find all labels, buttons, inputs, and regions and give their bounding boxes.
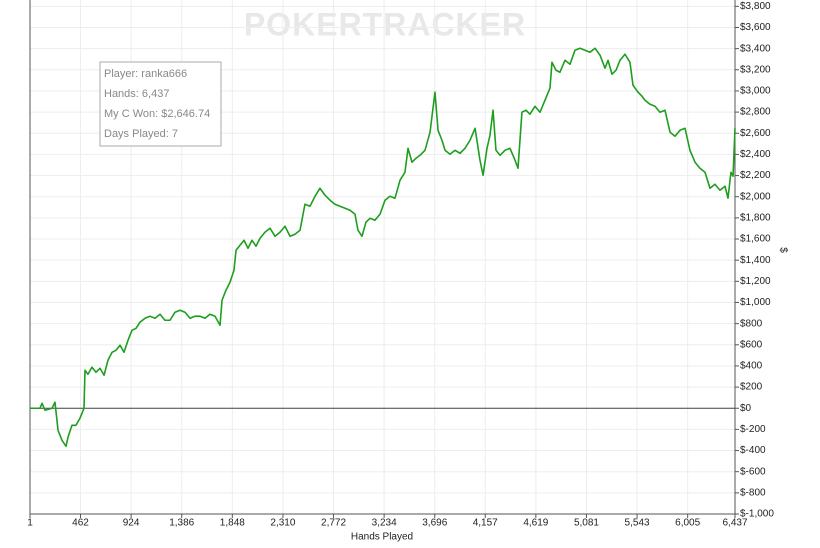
x-tick-label: 4,619 <box>523 518 548 529</box>
y-tick-label: $200 <box>740 382 763 393</box>
y-tick-label: $1,800 <box>740 213 771 224</box>
watermark: POKERTRACKER <box>244 6 526 42</box>
y-tick-label: $-400 <box>740 445 766 456</box>
info-text: Days Played: 7 <box>104 128 178 140</box>
data-line <box>30 47 736 448</box>
y-tick-label: $-200 <box>740 424 766 435</box>
y-tick-label: $800 <box>740 318 763 329</box>
y-axis-label: $ <box>777 247 788 253</box>
y-tick-label: $2,800 <box>740 107 771 118</box>
x-tick-label: 6,437 <box>722 518 747 529</box>
x-tick-label: 2,772 <box>321 518 346 529</box>
x-axis-label: Hands Played <box>351 532 413 543</box>
y-tick-label: $-800 <box>740 487 766 498</box>
y-tick-label: $2,600 <box>740 128 771 139</box>
y-tick-label: $-600 <box>740 466 766 477</box>
x-tick-label: 6,005 <box>675 518 700 529</box>
y-tick-label: $400 <box>740 361 763 372</box>
y-tick-label: $2,200 <box>740 170 771 181</box>
y-tick-label: $0 <box>740 403 752 414</box>
x-tick-label: 924 <box>123 518 140 529</box>
y-tick-label: $3,200 <box>740 64 771 75</box>
info-box <box>99 61 222 147</box>
x-tick-label: 5,543 <box>625 518 650 529</box>
x-tick-label: 1,386 <box>169 518 194 529</box>
x-tick-label: 2,310 <box>270 518 295 529</box>
y-tick-label: $3,400 <box>740 43 771 54</box>
x-tick-label: 1 <box>27 518 33 529</box>
y-tick-label: $1,200 <box>740 276 771 287</box>
x-tick-label: 3,234 <box>372 518 397 529</box>
y-tick-label: $1,000 <box>740 297 771 308</box>
x-tick-label: 5,081 <box>574 518 599 529</box>
y-tick-label: $2,400 <box>740 149 771 160</box>
y-tick-label: $1,400 <box>740 255 771 266</box>
y-tick-label: $-1,000 <box>740 509 774 520</box>
y-tick-label: $600 <box>740 339 763 350</box>
y-tick-label: $2,000 <box>740 191 771 202</box>
x-tick-label: 3,696 <box>422 518 447 529</box>
x-tick-label: 462 <box>72 518 89 529</box>
x-tick-label: 4,157 <box>473 518 498 529</box>
x-tick-label: 1,848 <box>220 518 245 529</box>
y-tick-label: $1,600 <box>740 234 771 245</box>
info-text: Player: ranka666 <box>104 68 187 80</box>
info-text: My C Won: $2,646.74 <box>104 108 210 120</box>
y-tick-label: $3,000 <box>740 86 771 97</box>
plot-area <box>29 0 736 515</box>
info-text: Hands: 6,437 <box>104 88 169 100</box>
y-tick-label: $3,600 <box>740 22 771 33</box>
y-tick-label: $3,800 <box>740 1 771 12</box>
